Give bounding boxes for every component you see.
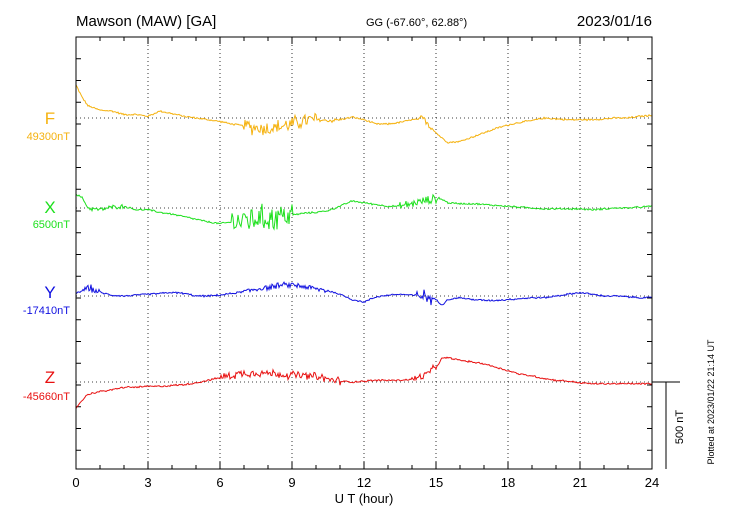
station-title: Mawson (MAW) [GA] (76, 13, 216, 30)
scale-bar: 500 nT (652, 381, 686, 469)
series-Z-name: Z (45, 368, 55, 387)
series-X-line (75, 193, 653, 231)
series-F-name: F (45, 109, 55, 128)
x-tick-label: 21 (573, 475, 587, 490)
x-tick-label: 18 (501, 475, 515, 490)
x-tick-label: 9 (288, 475, 295, 490)
x-tick-label: 24 (645, 475, 659, 490)
series-Y-name: Y (44, 283, 55, 302)
scale-bar-label: 500 nT (674, 410, 686, 445)
x-tick-label: 12 (357, 475, 371, 490)
coords-label: GG (-67.60°, 62.88°) (366, 17, 467, 29)
series-Z-line (75, 356, 653, 409)
series-F-baseline: 49300nT (27, 131, 71, 143)
series-Y-baseline: -17410nT (23, 305, 70, 317)
x-tick-label: 0 (72, 475, 79, 490)
x-tick-label: 6 (216, 475, 223, 490)
series-Z-baseline: -45660nT (23, 391, 70, 403)
series-F-line (75, 84, 653, 144)
plotted-timestamp: Plotted at 2023/01/22 21:14 UT (706, 339, 716, 465)
x-axis-label: U T (hour) (335, 491, 394, 506)
series-Y-line (75, 281, 653, 306)
series-X-baseline: 6500nT (33, 219, 71, 231)
x-tick-label: 3 (144, 475, 151, 490)
x-tick-label: 15 (429, 475, 443, 490)
x-axis-ticks: 0 3 6 9 12 15 18 21 24 (72, 475, 659, 490)
series-group (75, 84, 653, 409)
series-X-name: X (44, 198, 55, 217)
date-label: 2023/01/16 (577, 13, 652, 30)
grid-lines (75, 36, 653, 469)
series-labels: F 49300nT X 6500nT Y -17410nT Z -45660nT (23, 109, 70, 403)
plot-frame (75, 36, 653, 470)
